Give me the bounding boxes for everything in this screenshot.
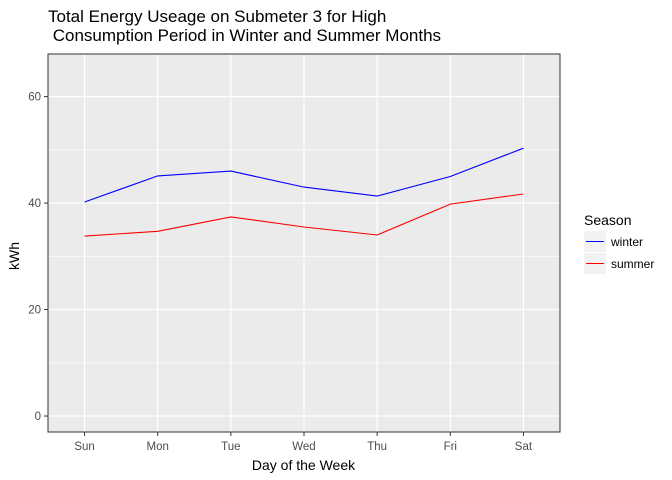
series-line-summer <box>84 193 524 237</box>
y-axis-title: kWh <box>6 242 22 270</box>
y-tick-label: 60 <box>28 92 41 104</box>
legend-title: Season <box>584 212 631 228</box>
chart-title: Total Energy Useage on Submeter 3 for Hi… <box>48 7 441 45</box>
x-tick-label: Sat <box>515 441 533 453</box>
x-tick-label: Fri <box>444 441 457 453</box>
x-axis-title: Day of the Week <box>252 457 356 473</box>
x-tick-label: Mon <box>147 441 169 453</box>
legend-label-winter: winter <box>610 235 643 249</box>
y-tick-label: 40 <box>28 198 41 210</box>
series-line-winter <box>84 147 524 203</box>
chart-title-line-1: Total Energy Useage on Submeter 3 for Hi… <box>48 7 386 26</box>
chart-title-line-2: Consumption Period in Winter and Summer … <box>48 26 441 45</box>
y-axis: 0 20 40 60 <box>28 92 48 423</box>
series-lines <box>84 147 524 237</box>
x-tick-label: Sun <box>74 441 94 453</box>
x-tick-label: Thu <box>367 441 387 453</box>
x-tick-label: Tue <box>221 441 240 453</box>
legend: Season winter summer <box>584 212 654 274</box>
x-axis: Sun Mon Tue Wed Thu Fri Sat <box>74 432 533 453</box>
y-tick-label: 0 <box>35 411 41 423</box>
y-tick-label: 20 <box>28 305 41 317</box>
x-tick-label: Wed <box>292 441 315 453</box>
legend-label-summer: summer <box>611 257 654 271</box>
